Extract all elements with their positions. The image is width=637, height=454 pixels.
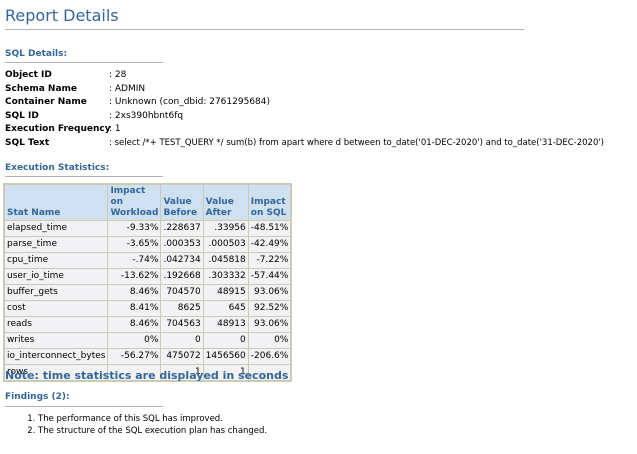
field-value: : 1	[109, 124, 121, 134]
field-value: : Unknown (con_dbid: 2761295684)	[109, 97, 271, 107]
value-before-cell: 475072	[160, 348, 204, 365]
value-before-cell: 0	[160, 332, 204, 349]
impact-on-sql-cell: -48.51%	[247, 220, 292, 237]
column-header-impact-on-sql: Impact on SQL	[247, 183, 292, 221]
impact-on-sql-cell: -206.6%	[247, 348, 292, 365]
table-row: rows 1 1	[3, 364, 292, 382]
impact-on-workload-cell: -13.62%	[107, 268, 162, 285]
stat-name-cell: elapsed_time	[3, 220, 109, 237]
value-after-cell: 48913	[202, 316, 249, 333]
table-row: cpu_time -.74% .042734.045818 -7.22%	[3, 252, 292, 269]
table-row: cost 8.41% 8625 645 92.52%	[3, 300, 292, 317]
value-before-cell: 704563	[160, 316, 204, 333]
field-schema-name: Schema Name : ADMIN	[5, 84, 145, 94]
findings-heading: Findings (2):	[5, 392, 70, 402]
stat-name-cell: io_interconnect_bytes	[3, 348, 109, 365]
field-value: : select /*+ TEST_QUERY */ sum(b) from a…	[109, 138, 605, 148]
impact-on-sql-cell: 0%	[247, 332, 292, 349]
impact-on-sql-cell: 92.52%	[247, 300, 292, 317]
table-row: writes 0% 0 0 0%	[3, 332, 292, 349]
value-before-cell: 704570	[160, 284, 204, 301]
finding-item: The structure of the SQL execution plan …	[38, 425, 267, 437]
column-header-value-after: Value After	[202, 183, 249, 221]
execution-statistics-divider	[5, 176, 163, 177]
impact-on-workload-cell: -9.33%	[107, 220, 162, 237]
field-label: Schema Name	[5, 84, 77, 94]
column-header-value-before: Value Before	[160, 183, 204, 221]
stat-name-cell: rows	[3, 364, 109, 382]
value-before-cell: .228637	[160, 220, 204, 237]
impact-on-workload-cell	[107, 364, 162, 382]
impact-on-sql-cell: 93.06%	[247, 284, 292, 301]
field-sql-id: SQL ID : 2xs390hbnt6fq	[5, 111, 183, 121]
impact-on-workload-cell: 8.41%	[107, 300, 162, 317]
value-before-cell: 1	[160, 364, 204, 382]
field-label: Execution Frequency	[5, 124, 111, 134]
impact-on-sql-cell	[247, 364, 292, 382]
value-after-cell: 48915	[202, 284, 249, 301]
stat-name-cell: user_io_time	[3, 268, 109, 285]
table-body: elapsed_time -9.33% .228637.33956 -48.51% pa…	[3, 220, 292, 382]
value-before-cell: 8625	[160, 300, 204, 317]
field-container-name: Container Name : Unknown (con_dbid: 27612…	[5, 97, 270, 107]
value-after-cell: .000503	[202, 236, 249, 253]
table-row: io_interconnect_bytes -56.27% 475072 145656…	[3, 348, 292, 365]
finding-item: The performance of this SQL has improved…	[38, 413, 267, 425]
stat-name-cell: cost	[3, 300, 109, 317]
column-header-stat-name: Stat Name	[3, 183, 109, 221]
impact-on-sql-cell: -7.22%	[247, 252, 292, 269]
field-value: : 28	[109, 70, 127, 80]
impact-on-workload-cell: 8.46%	[107, 284, 162, 301]
stat-name-cell: cpu_time	[3, 252, 109, 269]
value-after-cell: 1456560	[202, 348, 249, 365]
value-after-cell: .045818	[202, 252, 249, 269]
impact-on-workload-cell: -.74%	[107, 252, 162, 269]
stat-name-cell: reads	[3, 316, 109, 333]
impact-on-sql-cell: 93.06%	[247, 316, 292, 333]
value-after-cell: .303332	[202, 268, 249, 285]
findings-list: The performance of this SQL has improved…	[26, 413, 267, 437]
title-divider	[5, 29, 524, 30]
sql-details-divider	[5, 62, 163, 63]
value-after-cell: 645	[202, 300, 249, 317]
column-header-impact-on-workload: Impact on Workload	[107, 183, 162, 221]
impact-on-workload-cell: 0%	[107, 332, 162, 349]
value-before-cell: .192668	[160, 268, 204, 285]
field-label: Object ID	[5, 70, 52, 80]
stat-name-cell: writes	[3, 332, 109, 349]
impact-on-workload-cell: -3.65%	[107, 236, 162, 253]
value-after-cell: 0	[202, 332, 249, 349]
table-row: reads 8.46% 704563 48913 93.06%	[3, 316, 292, 333]
execution-statistics-table: Stat Name Impact on Workload Value Befor…	[3, 183, 293, 382]
impact-on-workload-cell: -56.27%	[107, 348, 162, 365]
findings-divider	[5, 406, 163, 407]
page-title: Report Details	[5, 6, 119, 25]
field-value: : ADMIN	[109, 84, 146, 94]
time-units-note: Note: time statistics are displayed in s…	[5, 369, 289, 382]
table-row: buffer_gets 8.46% 704570 48915 93.06%	[3, 284, 292, 301]
field-execution-frequency: Execution Frequency: 1	[5, 124, 121, 134]
table-row: user_io_time -13.62% .192668.303332 -57.44%	[3, 268, 292, 285]
value-after-cell: .33956	[202, 220, 249, 237]
sql-details-heading: SQL Details:	[5, 49, 68, 59]
table-row: parse_time -3.65% .000353.000503 -42.49%	[3, 236, 292, 253]
impact-on-sql-cell: -42.49%	[247, 236, 292, 253]
execution-statistics-heading: Execution Statistics:	[5, 163, 110, 173]
table-header-row: Stat Name Impact on Workload Value Befor…	[3, 183, 292, 221]
impact-on-sql-cell: -57.44%	[247, 268, 292, 285]
field-label: SQL ID	[5, 111, 39, 121]
field-label: SQL Text	[5, 138, 50, 148]
impact-on-workload-cell: 8.46%	[107, 316, 162, 333]
value-after-cell: 1	[202, 364, 249, 382]
stat-name-cell: parse_time	[3, 236, 109, 253]
field-object-id: Object ID : 28	[5, 70, 126, 80]
stat-name-cell: buffer_gets	[3, 284, 109, 301]
field-value: : 2xs390hbnt6fq	[109, 111, 184, 121]
value-before-cell: .042734	[160, 252, 204, 269]
field-label: Container Name	[5, 97, 87, 107]
field-sql-text: SQL Text : select /*+ TEST_QUERY */ sum(b…	[5, 138, 604, 148]
table-row: elapsed_time -9.33% .228637.33956 -48.51%	[3, 220, 292, 237]
value-before-cell: .000353	[160, 236, 204, 253]
